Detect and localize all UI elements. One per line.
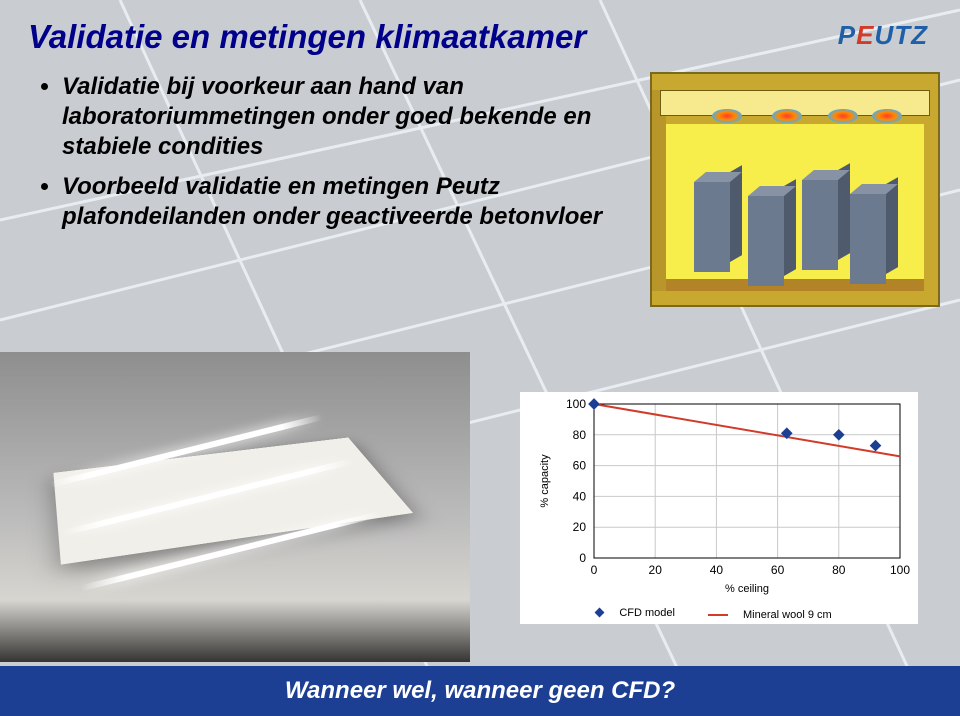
svg-text:40: 40 xyxy=(710,563,724,577)
logo-e: E xyxy=(856,20,874,50)
footer-bar: Wanneer wel, wanneer geen CFD? xyxy=(0,666,960,716)
svg-text:80: 80 xyxy=(832,563,846,577)
footer-text: Wanneer wel, wanneer geen CFD? xyxy=(285,677,675,705)
svg-text:20: 20 xyxy=(649,563,663,577)
svg-text:80: 80 xyxy=(573,428,587,442)
legend-label-wool: Mineral wool 9 cm xyxy=(743,609,832,621)
legend-marker-cfd xyxy=(595,608,605,618)
svg-text:% ceiling: % ceiling xyxy=(725,583,769,595)
chart-svg: 0 20 40 60 80 100 0 20 40 60 80 100 % ceiling % capac… xyxy=(520,392,918,600)
logo-utz: UTZ xyxy=(874,20,928,50)
svg-text:20: 20 xyxy=(573,520,587,534)
lab-photo xyxy=(0,352,470,662)
legend-line-wool xyxy=(708,614,728,616)
slide-title: Validatie en metingen klimaatkamer xyxy=(28,18,586,56)
capacity-chart: 0 20 40 60 80 100 0 20 40 60 80 100 % ceiling % capac… xyxy=(520,392,918,624)
svg-text:40: 40 xyxy=(573,489,587,503)
svg-text:100: 100 xyxy=(890,563,910,577)
cfd-render-panel xyxy=(650,72,940,307)
legend-label-cfd: CFD model xyxy=(619,607,675,619)
slide: PEUTZ Validatie en metingen klimaatkamer… xyxy=(0,0,960,716)
bullet-list: Validatie bij voorkeur aan hand van labo… xyxy=(40,72,630,242)
logo-p: P xyxy=(838,20,856,50)
svg-text:% capacity: % capacity xyxy=(539,454,551,508)
svg-text:100: 100 xyxy=(566,397,586,411)
svg-text:60: 60 xyxy=(573,459,587,473)
svg-text:60: 60 xyxy=(771,563,785,577)
svg-text:0: 0 xyxy=(579,551,586,565)
bullet-item: Validatie bij voorkeur aan hand van labo… xyxy=(62,72,630,162)
svg-text:0: 0 xyxy=(591,563,598,577)
bullet-item: Voorbeeld validatie en metingen Peutz pl… xyxy=(62,172,630,232)
peutz-logo: PEUTZ xyxy=(838,20,928,51)
chart-legend: CFD model Mineral wool 9 cm xyxy=(520,607,918,622)
